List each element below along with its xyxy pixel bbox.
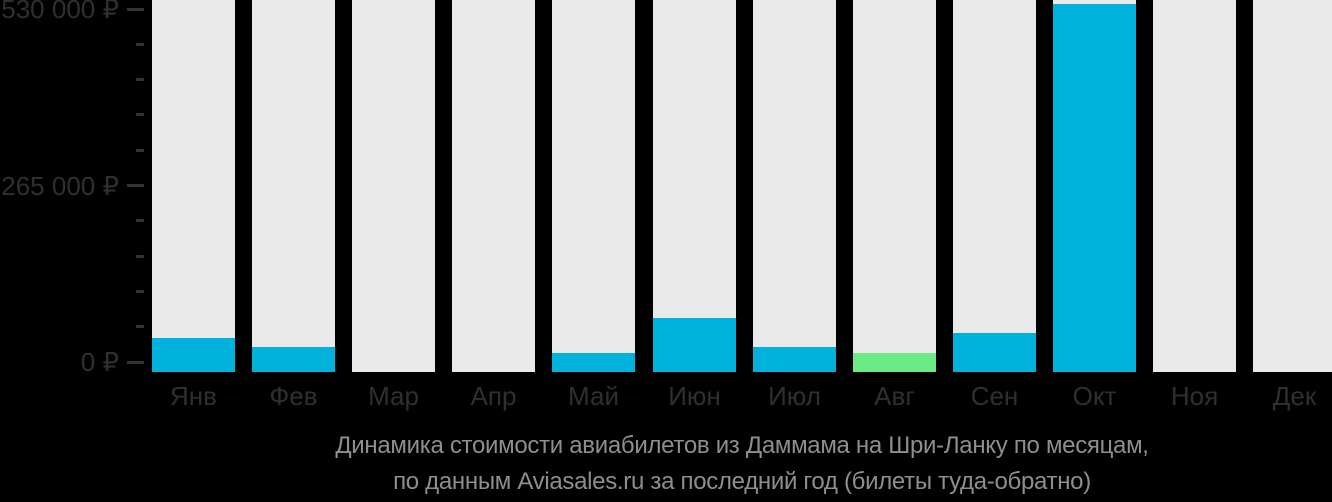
y-tick-mark-major [127,184,144,187]
y-tick-mark-major [127,360,144,364]
bar-Июл [753,347,836,372]
month-column-Окт [1053,0,1136,372]
bar-Июн [653,318,736,372]
month-column-Дек [1253,0,1332,372]
y-tick-mark-major [127,7,144,11]
x-tick-label-Мар: Мар [368,381,419,411]
caption-line-1: Динамика стоимости авиабилетов из Даммам… [335,432,1149,459]
x-tick-label-Июл: Июл [768,381,821,411]
month-column-Апр [452,0,535,372]
month-column-Сен [953,0,1036,372]
bar-Окт [1053,4,1136,372]
y-tick-mark-minor [136,148,144,152]
month-column-Июл [753,0,836,372]
bar-Авг [853,353,936,372]
y-tick-label: 0 ₽ [80,347,119,377]
chart-caption: Динамика стоимости авиабилетов из Даммам… [152,428,1332,500]
bar-Сен [953,333,1036,372]
y-tick-mark-minor [136,289,144,293]
x-tick-label-Июн: Июн [668,381,721,411]
x-tick-label-Апр: Апр [470,381,517,411]
y-tick-mark-minor [136,42,144,46]
x-tick-label-Дек: Дек [1272,381,1317,411]
y-tick-mark-minor [136,254,144,258]
x-tick-label-Фев: Фев [269,381,318,411]
bar-Янв [152,338,235,372]
x-tick-label-Янв: Янв [170,381,217,411]
bar-Фев [252,347,335,372]
bar-Май [552,353,635,372]
plot-area: 530 000 ₽ 265 000 ₽ 0 ₽ [1,0,1332,377]
y-tick-mark-minor [136,325,144,329]
month-column-Ноя [1153,0,1236,372]
month-column-Авг [853,0,936,372]
x-tick-label-Окт: Окт [1072,381,1117,411]
x-tick-label-Сен: Сен [970,381,1019,411]
y-tick-mark-minor [136,78,144,82]
y-tick-mark-minor [136,113,144,117]
y-tick-mark-minor [136,219,144,223]
caption-line-2: по данным Aviasales.ru за последний год … [393,468,1091,495]
x-tick-label-Ноя: Ноя [1170,381,1219,411]
x-tick-label-Авг: Авг [874,381,915,411]
month-column-Май [552,0,635,372]
month-column-Июн [653,0,736,372]
month-column-Янв [152,0,235,372]
x-tick-label-Май: Май [568,381,619,411]
y-tick-label: 265 000 ₽ [1,170,119,201]
month-column-Мар [352,0,435,372]
month-column-Фев [252,0,335,372]
y-tick-label: 530 000 ₽ [1,0,119,24]
